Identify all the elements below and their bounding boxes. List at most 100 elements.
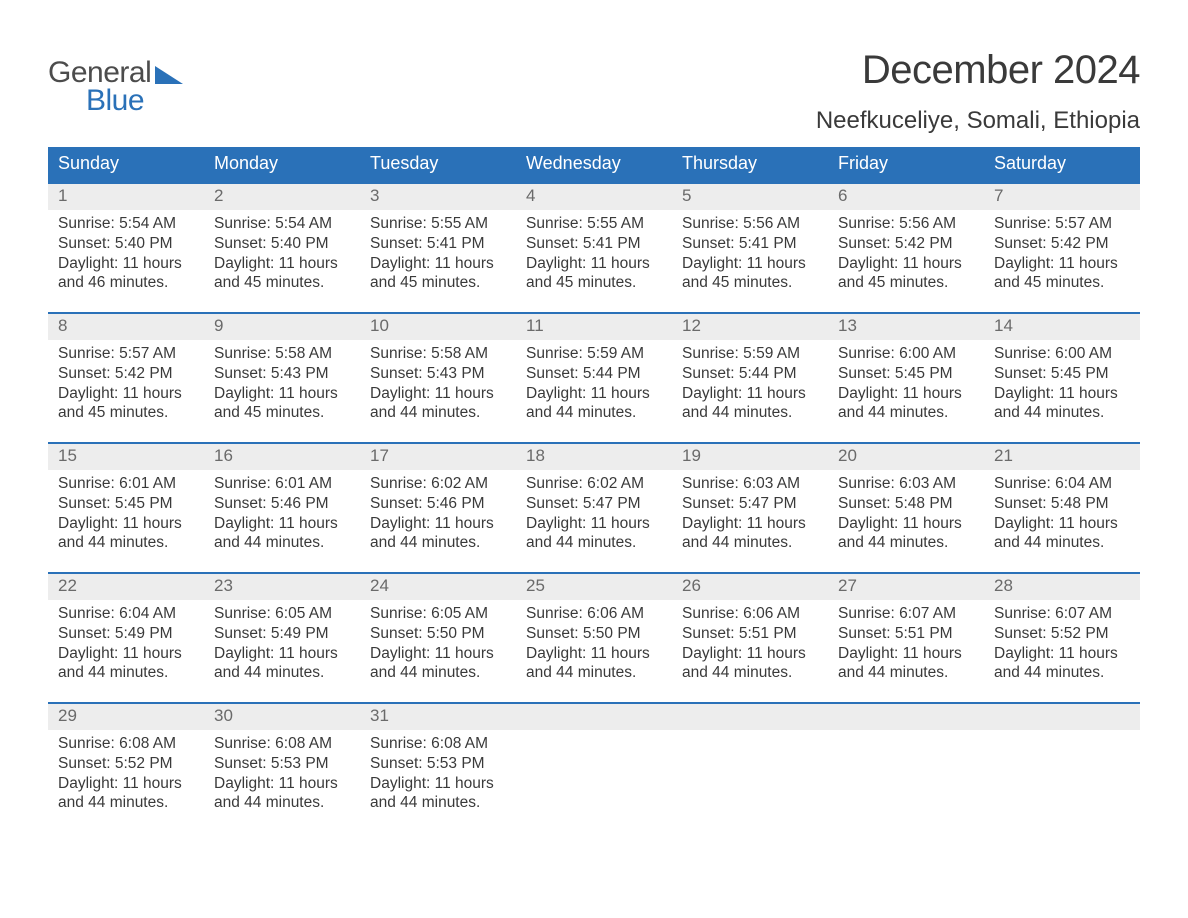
day-sunrise: Sunrise: 5:59 AM: [526, 344, 662, 364]
day-sunrise: Sunrise: 5:55 AM: [526, 214, 662, 234]
day-day1: Daylight: 11 hours: [526, 254, 662, 274]
day-day2: and 44 minutes.: [994, 663, 1130, 683]
day-day1: Daylight: 11 hours: [214, 254, 350, 274]
day-sunrise: Sunrise: 5:56 AM: [838, 214, 974, 234]
day-sunset: Sunset: 5:50 PM: [370, 624, 506, 644]
day-sunset: Sunset: 5:43 PM: [214, 364, 350, 384]
day-number: 8: [48, 314, 204, 340]
day-number: 15: [48, 444, 204, 470]
day-sunset: Sunset: 5:43 PM: [370, 364, 506, 384]
title-block: December 2024 Neefkuceliye, Somali, Ethi…: [816, 48, 1140, 135]
day-day1: Daylight: 11 hours: [526, 384, 662, 404]
day-cell: Sunrise: 6:04 AMSunset: 5:48 PMDaylight:…: [984, 470, 1140, 572]
day-day2: and 44 minutes.: [526, 403, 662, 423]
day-sunrise: Sunrise: 6:07 AM: [838, 604, 974, 624]
day-day1: Daylight: 11 hours: [994, 254, 1130, 274]
day-number-row: 22232425262728: [48, 574, 1140, 600]
day-day1: Daylight: 11 hours: [58, 514, 194, 534]
day-cell: Sunrise: 5:54 AMSunset: 5:40 PMDaylight:…: [204, 210, 360, 312]
day-day2: and 44 minutes.: [682, 663, 818, 683]
day-day1: Daylight: 11 hours: [214, 384, 350, 404]
day-sunset: Sunset: 5:42 PM: [838, 234, 974, 254]
day-cell: [984, 730, 1140, 832]
day-cell: Sunrise: 6:01 AMSunset: 5:45 PMDaylight:…: [48, 470, 204, 572]
day-number: 17: [360, 444, 516, 470]
day-number: 22: [48, 574, 204, 600]
day-day2: and 44 minutes.: [994, 403, 1130, 423]
week-row: 15161718192021Sunrise: 6:01 AMSunset: 5:…: [48, 442, 1140, 572]
day-cell: Sunrise: 6:06 AMSunset: 5:51 PMDaylight:…: [672, 600, 828, 702]
week-row: 293031Sunrise: 6:08 AMSunset: 5:52 PMDay…: [48, 702, 1140, 832]
day-sunset: Sunset: 5:46 PM: [214, 494, 350, 514]
day-cell: Sunrise: 6:02 AMSunset: 5:47 PMDaylight:…: [516, 470, 672, 572]
day-sunset: Sunset: 5:49 PM: [58, 624, 194, 644]
dow-saturday: Saturday: [984, 147, 1140, 182]
day-day2: and 46 minutes.: [58, 273, 194, 293]
day-day1: Daylight: 11 hours: [58, 384, 194, 404]
day-number: 16: [204, 444, 360, 470]
day-day1: Daylight: 11 hours: [994, 644, 1130, 664]
day-sunset: Sunset: 5:52 PM: [994, 624, 1130, 644]
day-number: 1: [48, 184, 204, 210]
day-day2: and 44 minutes.: [370, 533, 506, 553]
day-day2: and 44 minutes.: [526, 663, 662, 683]
day-number: 9: [204, 314, 360, 340]
day-sunrise: Sunrise: 5:58 AM: [370, 344, 506, 364]
dow-wednesday: Wednesday: [516, 147, 672, 182]
day-number-row: 1234567: [48, 184, 1140, 210]
day-cells-row: Sunrise: 6:01 AMSunset: 5:45 PMDaylight:…: [48, 470, 1140, 572]
day-number: 24: [360, 574, 516, 600]
day-cell: Sunrise: 6:05 AMSunset: 5:50 PMDaylight:…: [360, 600, 516, 702]
day-sunset: Sunset: 5:51 PM: [838, 624, 974, 644]
day-number: 31: [360, 704, 516, 730]
day-cell: Sunrise: 5:55 AMSunset: 5:41 PMDaylight:…: [516, 210, 672, 312]
day-cell: Sunrise: 6:08 AMSunset: 5:53 PMDaylight:…: [360, 730, 516, 832]
day-day1: Daylight: 11 hours: [370, 514, 506, 534]
day-cell: Sunrise: 6:07 AMSunset: 5:52 PMDaylight:…: [984, 600, 1140, 702]
day-day1: Daylight: 11 hours: [370, 384, 506, 404]
day-day2: and 45 minutes.: [370, 273, 506, 293]
weeks-container: 1234567Sunrise: 5:54 AMSunset: 5:40 PMDa…: [48, 182, 1140, 832]
day-number-row: 891011121314: [48, 314, 1140, 340]
day-sunrise: Sunrise: 6:06 AM: [526, 604, 662, 624]
day-number-row: 293031: [48, 704, 1140, 730]
day-number: 11: [516, 314, 672, 340]
day-sunrise: Sunrise: 6:01 AM: [58, 474, 194, 494]
triangle-icon: [155, 66, 183, 84]
day-number: 21: [984, 444, 1140, 470]
day-sunset: Sunset: 5:48 PM: [838, 494, 974, 514]
day-day2: and 44 minutes.: [214, 793, 350, 813]
day-cell: [828, 730, 984, 832]
day-day2: and 45 minutes.: [526, 273, 662, 293]
day-number: 10: [360, 314, 516, 340]
day-number: 19: [672, 444, 828, 470]
day-day2: and 44 minutes.: [370, 663, 506, 683]
dow-thursday: Thursday: [672, 147, 828, 182]
day-day1: Daylight: 11 hours: [58, 254, 194, 274]
day-sunset: Sunset: 5:53 PM: [214, 754, 350, 774]
day-sunrise: Sunrise: 6:08 AM: [370, 734, 506, 754]
day-cell: Sunrise: 6:04 AMSunset: 5:49 PMDaylight:…: [48, 600, 204, 702]
day-day2: and 44 minutes.: [994, 533, 1130, 553]
day-cell: Sunrise: 5:56 AMSunset: 5:42 PMDaylight:…: [828, 210, 984, 312]
day-sunrise: Sunrise: 5:54 AM: [58, 214, 194, 234]
day-day2: and 45 minutes.: [838, 273, 974, 293]
day-sunset: Sunset: 5:47 PM: [682, 494, 818, 514]
day-day1: Daylight: 11 hours: [214, 514, 350, 534]
day-day1: Daylight: 11 hours: [994, 514, 1130, 534]
day-sunset: Sunset: 5:40 PM: [214, 234, 350, 254]
day-cell: Sunrise: 5:57 AMSunset: 5:42 PMDaylight:…: [984, 210, 1140, 312]
day-number: 4: [516, 184, 672, 210]
day-sunrise: Sunrise: 5:55 AM: [370, 214, 506, 234]
day-day1: Daylight: 11 hours: [682, 514, 818, 534]
day-day1: Daylight: 11 hours: [58, 644, 194, 664]
day-cells-row: Sunrise: 5:54 AMSunset: 5:40 PMDaylight:…: [48, 210, 1140, 312]
day-sunset: Sunset: 5:45 PM: [838, 364, 974, 384]
dow-tuesday: Tuesday: [360, 147, 516, 182]
day-sunset: Sunset: 5:45 PM: [58, 494, 194, 514]
day-sunset: Sunset: 5:53 PM: [370, 754, 506, 774]
day-number: 27: [828, 574, 984, 600]
day-day2: and 44 minutes.: [838, 403, 974, 423]
day-number: 3: [360, 184, 516, 210]
day-cell: Sunrise: 6:02 AMSunset: 5:46 PMDaylight:…: [360, 470, 516, 572]
